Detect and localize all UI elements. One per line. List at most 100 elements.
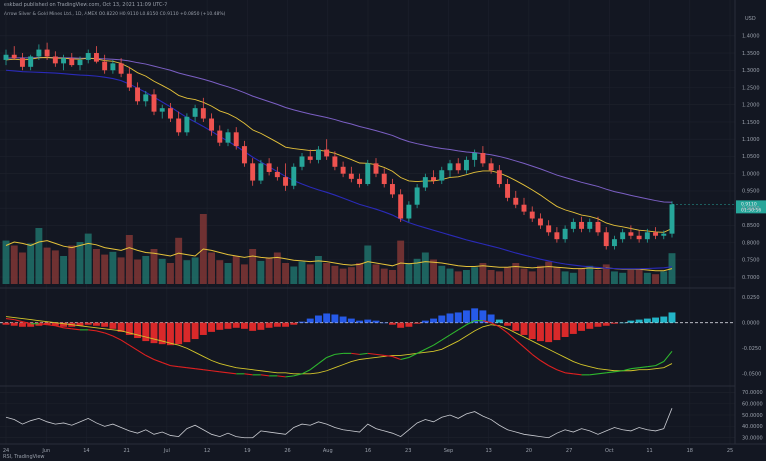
- macd-histogram-bar: [594, 322, 602, 327]
- volume-bars: [2, 214, 676, 284]
- candle-body: [258, 163, 264, 181]
- volume-bar: [520, 268, 528, 284]
- macd-histogram-bar: [569, 322, 577, 334]
- candle-body: [422, 177, 428, 188]
- currency-label: USD: [745, 16, 756, 22]
- candle-body: [167, 108, 173, 119]
- macd-line-segment: [5, 318, 15, 321]
- macd-line-segment: [195, 368, 204, 371]
- candle-body: [110, 63, 116, 71]
- macd-line-segment: [507, 332, 517, 341]
- volume-bar: [504, 267, 512, 284]
- volume-bar: [306, 264, 314, 284]
- macd-histogram-bar: [512, 322, 520, 331]
- volume-bar: [495, 271, 503, 284]
- macd-histogram-bar: [158, 322, 166, 345]
- macd-line-segment: [408, 352, 418, 358]
- volume-bar: [627, 270, 635, 284]
- macd-line-segment: [367, 352, 377, 355]
- candle-body: [562, 228, 568, 240]
- candle-body: [192, 108, 198, 117]
- candle-body: [488, 163, 494, 171]
- macd-histogram-bar: [627, 320, 635, 323]
- rsi-tick-label: 70.0000: [742, 390, 763, 396]
- candle-body: [217, 130, 223, 143]
- volume-bar: [528, 271, 536, 284]
- macd-histogram-bar: [265, 322, 273, 328]
- macd-histogram-bar: [372, 320, 380, 323]
- volume-bar: [158, 258, 166, 284]
- volume-bar: [405, 263, 413, 284]
- macd-histogram-bar: [438, 315, 446, 323]
- macd-line-segment: [153, 358, 163, 364]
- macd-histogram-bar: [92, 322, 100, 326]
- macd-line-segment: [433, 339, 443, 346]
- volume-bar: [430, 259, 438, 284]
- time-tick-label: Oct: [605, 448, 614, 454]
- candle-body: [653, 232, 659, 236]
- volume-bar: [183, 260, 191, 284]
- macd-line-segment: [277, 375, 286, 378]
- macd-line-segment: [120, 339, 130, 346]
- time-tick-label: 24: [3, 448, 9, 454]
- candle-body: [587, 221, 593, 229]
- volume-bar: [610, 271, 618, 284]
- macd-histogram-bar: [380, 322, 388, 324]
- macd-histogram-bar: [191, 322, 199, 340]
- candle-body: [61, 58, 67, 64]
- candle-body: [209, 118, 215, 131]
- volume-bar: [339, 268, 347, 284]
- candle-body: [233, 132, 239, 147]
- macd-line-segment: [47, 324, 56, 327]
- rsi-line: [5, 408, 673, 439]
- volume-bar: [347, 267, 355, 284]
- candle-body: [431, 177, 437, 181]
- price-tick-label: 0.7500: [742, 258, 760, 264]
- candle-body: [266, 163, 272, 172]
- candle-body: [472, 153, 478, 160]
- time-tick-label: 11: [646, 448, 652, 454]
- macd-histogram-bar: [306, 318, 314, 323]
- price-tick-label: 1.0000: [742, 171, 760, 177]
- volume-bar: [314, 256, 322, 284]
- macd-histogram-bar: [553, 322, 561, 341]
- macd-histogram-bar: [339, 316, 347, 323]
- macd-histogram-bar: [487, 314, 495, 323]
- candle-body: [135, 87, 141, 102]
- macd-histogram-bar: [76, 322, 84, 326]
- macd-line-segment: [359, 352, 368, 355]
- candle-body: [365, 163, 371, 185]
- candle-body: [3, 54, 9, 60]
- time-tick-label: Jun: [41, 448, 50, 454]
- volume-bar: [553, 267, 561, 284]
- volume-bar: [594, 270, 602, 284]
- macd-histogram-bar: [495, 319, 503, 323]
- macd-line-segment: [400, 356, 410, 361]
- macd-histogram-bar: [84, 322, 92, 325]
- volume-bar: [134, 259, 142, 284]
- candle-body: [324, 149, 330, 157]
- macd-histogram-bar: [290, 322, 298, 325]
- candle-body: [348, 173, 354, 179]
- candle-body: [184, 116, 190, 133]
- rsi-tick-label: 60.0000: [742, 401, 763, 407]
- macd-histogram-bar: [109, 322, 117, 329]
- candle-body: [537, 218, 543, 226]
- candle-body: [628, 232, 634, 236]
- price-tick-label: 0.9500: [742, 189, 760, 195]
- macd-histogram-bar: [413, 322, 421, 324]
- volume-bar: [273, 252, 281, 284]
- candle-body: [439, 170, 445, 181]
- volume-bar: [454, 271, 462, 284]
- macd-tick-label: 0.0000: [742, 320, 760, 326]
- candle-body: [299, 156, 305, 167]
- time-tick-label: Aug: [323, 448, 333, 454]
- time-tick-label: 12: [204, 448, 210, 454]
- candle-body: [636, 235, 642, 240]
- macd-line-segment: [531, 353, 541, 361]
- macd-histogram-bar: [166, 322, 174, 346]
- candle-body: [225, 132, 231, 143]
- time-tick-label: 21: [123, 448, 129, 454]
